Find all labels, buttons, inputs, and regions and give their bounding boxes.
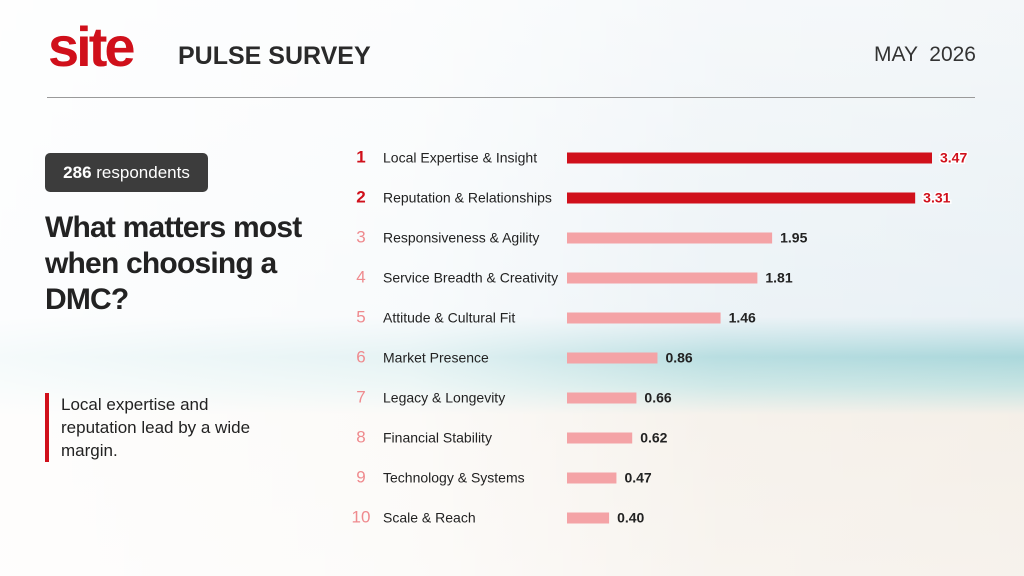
- rank: 6: [356, 347, 365, 366]
- respondents-label: respondents: [96, 163, 190, 182]
- value-label: 0.40: [617, 510, 644, 526]
- rank: 1: [356, 147, 365, 166]
- value-label: 1.46: [729, 310, 756, 326]
- rank: 7: [356, 387, 365, 406]
- value-label: 0.47: [624, 470, 651, 486]
- respondents-badge: 286 respondents: [45, 153, 208, 192]
- bar: [567, 232, 773, 244]
- header-title: PULSE SURVEY: [178, 42, 371, 70]
- bar: [567, 512, 610, 524]
- category-label: Attitude & Cultural Fit: [383, 310, 515, 326]
- value-label: 3.47: [940, 150, 967, 166]
- rank: 3: [356, 227, 365, 246]
- rank: 8: [356, 427, 365, 446]
- bar: [567, 432, 633, 444]
- bar: [567, 392, 637, 404]
- category-label: Legacy & Longevity: [383, 390, 505, 406]
- bar: [567, 352, 658, 364]
- category-label: Service Breadth & Creativity: [383, 270, 558, 286]
- respondents-count: 286: [63, 163, 92, 182]
- bar: [567, 192, 916, 204]
- bar: [567, 152, 932, 164]
- category-label: Scale & Reach: [383, 510, 476, 526]
- category-label: Local Expertise & Insight: [383, 150, 537, 166]
- category-label: Financial Stability: [383, 430, 492, 446]
- bar: [567, 272, 758, 284]
- category-label: Technology & Systems: [383, 470, 525, 486]
- value-label: 0.86: [665, 350, 692, 366]
- rank: 2: [356, 187, 365, 206]
- category-label: Responsiveness & Agility: [383, 230, 539, 246]
- value-label: 0.66: [644, 390, 671, 406]
- divider: [47, 97, 975, 98]
- header-date: MAY 2026: [874, 43, 976, 66]
- bar: [567, 312, 721, 324]
- question: What matters most when choosing a DMC?: [45, 211, 302, 316]
- bar: [567, 472, 617, 484]
- note: Local expertise and reputation lead by a…: [45, 393, 261, 462]
- rank: 4: [356, 267, 365, 286]
- rank: 5: [356, 307, 365, 326]
- rank: 10: [352, 507, 371, 526]
- logo: site: [48, 15, 135, 78]
- value-label: 1.81: [765, 270, 792, 286]
- value-label: 3.31: [923, 190, 950, 206]
- category-label: Reputation & Relationships: [383, 190, 552, 206]
- value-label: 1.95: [780, 230, 807, 246]
- category-label: Market Presence: [383, 350, 489, 366]
- value-label: 0.62: [640, 430, 667, 446]
- rank: 9: [356, 467, 365, 486]
